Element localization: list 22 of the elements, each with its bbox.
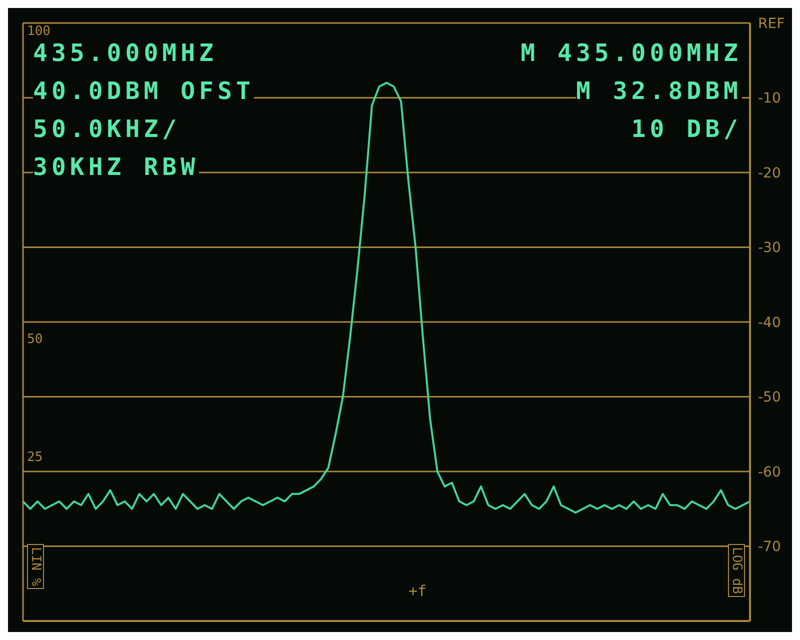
y-tick-label: REF [758, 16, 785, 32]
annotation: 100 [27, 24, 50, 39]
y-tick-label: -10 [758, 90, 781, 107]
annotation: 30KHZ RBW [33, 153, 200, 181]
annotation: M 32.8DBM [576, 77, 742, 105]
annotation: LOG dB [728, 544, 745, 597]
annotation: +f [408, 582, 427, 600]
annotation: 40.0DBM OFST [33, 77, 254, 105]
annotation: 10 DB/ [631, 115, 742, 143]
annotation: 25 [27, 450, 43, 465]
y-tick-label: -70 [758, 539, 781, 556]
y-tick-label: -20 [758, 165, 781, 182]
y-tick-label: -50 [758, 390, 781, 406]
annotation: 435.000MHZ [33, 39, 218, 67]
y-tick-label: -40 [758, 314, 781, 331]
annotation: 50.0KHZ/ [33, 115, 181, 143]
annotation: 50 [27, 332, 43, 347]
annotation: LIN % [27, 544, 44, 590]
line-series [23, 82, 750, 514]
y-tick-label: -30 [758, 240, 781, 256]
annotation: M 435.000MHZ [520, 39, 742, 67]
y-tick-label: -60 [758, 464, 781, 480]
